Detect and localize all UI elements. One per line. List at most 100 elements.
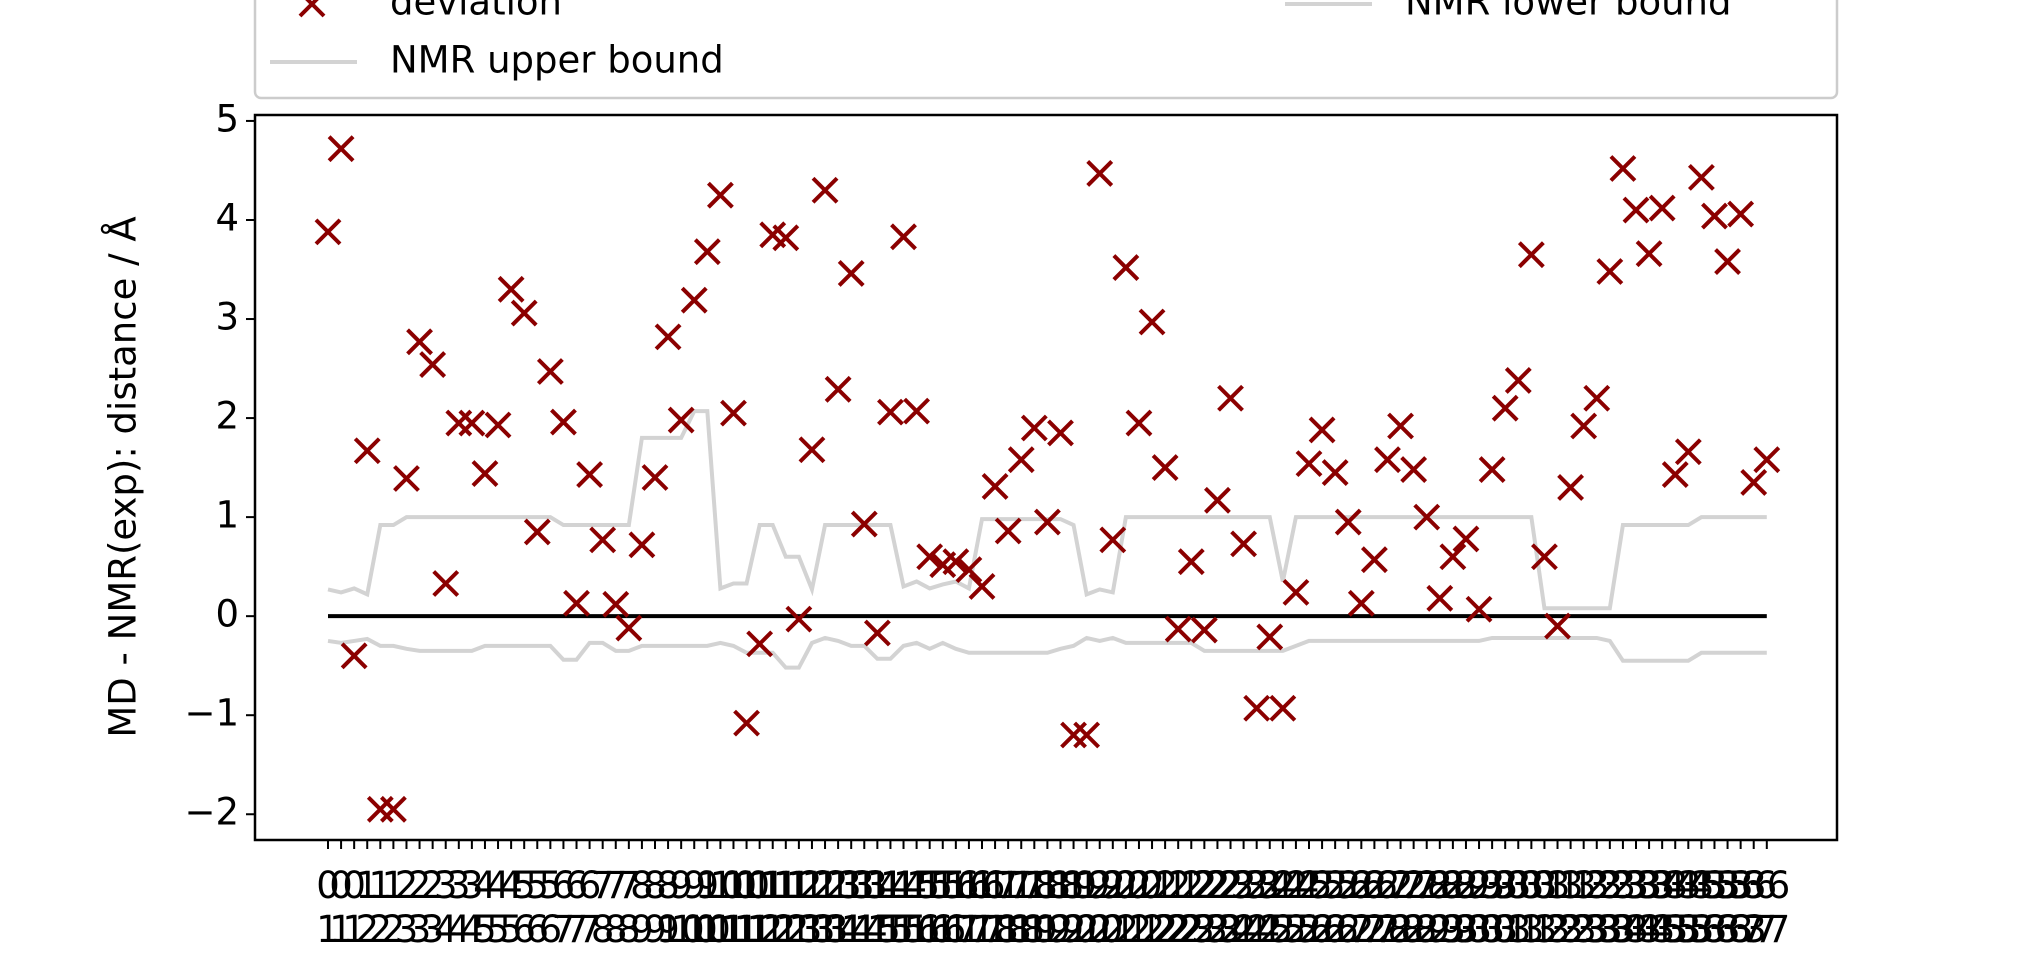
x-tick-label: 27 28 [1377, 864, 1425, 951]
deviation-marker [1753, 446, 1781, 474]
deviation-marker [1033, 508, 1061, 536]
deviation-marker [497, 275, 525, 303]
y-tick-label: 1 [215, 494, 239, 537]
deviation-marker [824, 375, 852, 403]
deviation-marker [850, 510, 878, 538]
deviation-marker [1295, 450, 1323, 478]
y-tick-label: 0 [215, 593, 239, 636]
x-tick-label: 18 19 [1010, 864, 1058, 951]
x-tick-label: 33 34 [1612, 864, 1660, 951]
deviation-marker [1674, 438, 1702, 466]
deviation-marker [680, 286, 708, 314]
deviation-marker [1164, 615, 1192, 643]
deviation-marker [1374, 446, 1401, 474]
x-tick-label: 35 36 [1704, 864, 1752, 951]
legend-marker [298, 0, 326, 18]
deviation-marker [327, 135, 355, 163]
x-tick-label: 32 33 [1560, 864, 1608, 951]
x-tick-label: 4 5 [473, 864, 497, 951]
x-tick-label: 21 22 [1154, 864, 1202, 951]
deviation-marker [733, 709, 760, 737]
deviation-marker [1282, 578, 1310, 606]
x-tick-label: 2 3 [394, 864, 419, 951]
x-tick-label: 23 24 [1220, 864, 1268, 951]
deviation-marker [1073, 721, 1101, 749]
x-tick-label: 10 11 [723, 864, 771, 951]
x-tick-label: 15 16 [919, 864, 967, 951]
x-tick-label: 28 29 [1403, 864, 1451, 951]
x-tick-label: 26 27 [1324, 864, 1372, 951]
x-tick-label: 4 5 [499, 864, 523, 951]
y-tick-label: 5 [215, 97, 239, 140]
x-tick-label: 20 21 [1102, 864, 1150, 951]
x-tick-label: 34 35 [1638, 864, 1686, 951]
x-tick-label: 11 12 [762, 864, 810, 951]
deviation-marker [1596, 258, 1624, 285]
x-tick-label: 14 15 [866, 864, 914, 951]
deviation-marker [1204, 486, 1231, 514]
deviation-marker [484, 411, 512, 439]
deviation-marker [1190, 616, 1218, 644]
deviation-marker [641, 464, 669, 491]
x-tick-label: 31 32 [1520, 864, 1568, 951]
x-tick-label: 32 33 [1586, 864, 1634, 951]
x-tick-label: 26 27 [1337, 864, 1385, 951]
y-axis-label: MD - NMR(exp): distance / Å [101, 216, 145, 737]
deviation-marker [1635, 240, 1663, 268]
x-tick-label: 1 2 [381, 864, 406, 951]
deviation-marker [994, 517, 1022, 545]
deviation-marker [602, 590, 630, 618]
x-tick-label: 3 4 [433, 864, 458, 951]
x-tick-label: 33 34 [1625, 864, 1673, 951]
x-tick-label: 28 29 [1429, 864, 1477, 951]
deviation-marker [916, 543, 944, 571]
deviation-marker [340, 642, 368, 670]
deviation-marker [445, 409, 473, 437]
deviation-marker [968, 573, 996, 600]
deviation-marker [379, 795, 407, 823]
x-tick-label: 19 20 [1050, 864, 1098, 951]
x-tick-label: 35 36 [1690, 864, 1739, 951]
x-tick-label: 33 34 [1599, 864, 1647, 951]
x-tick-label: 7 8 [617, 864, 641, 951]
deviation-marker [1426, 584, 1454, 612]
legend-label: NMR upper bound [390, 39, 724, 82]
deviation-marker [1360, 546, 1388, 574]
x-tick-label: 13 14 [840, 864, 888, 951]
deviation-marker [1714, 248, 1741, 275]
deviation-marker [563, 589, 590, 617]
x-tick-label: 22 23 [1180, 864, 1228, 951]
deviation-marker [1112, 254, 1140, 281]
deviation-marker [1099, 526, 1127, 554]
legend-label: deviation [390, 0, 562, 24]
x-tick-label: 20 21 [1115, 864, 1163, 951]
deviation-marker [1452, 525, 1480, 553]
deviation-marker [863, 619, 891, 647]
deviation-marker [1243, 694, 1271, 722]
x-tick-label: 13 14 [827, 864, 875, 951]
deviation-marker [1740, 469, 1768, 496]
deviation-marker [1217, 384, 1244, 412]
deviation-marker [1570, 412, 1598, 440]
deviation-marker [942, 548, 970, 576]
x-tick-label: 21 22 [1141, 864, 1189, 951]
x-tick-label: 36 37 [1730, 864, 1778, 951]
deviation-marker [1020, 414, 1048, 442]
x-tick-label: 23 24 [1206, 864, 1255, 951]
deviation-marker [1060, 721, 1087, 749]
x-tick-label: 18 19 [1036, 864, 1085, 951]
deviation-marker [458, 409, 486, 437]
deviation-marker [746, 630, 774, 658]
deviation-marker [667, 406, 695, 434]
x-tick-label: 8 9 [643, 864, 667, 951]
legend-box [253, 0, 1839, 100]
deviation-marker [785, 605, 813, 633]
deviation-marker [1177, 548, 1205, 576]
x-tick-label: 14 15 [879, 864, 928, 951]
deviation-marker [811, 176, 839, 204]
plot-frame [253, 113, 1839, 842]
x-tick-label: 24 25 [1259, 864, 1307, 951]
deviation-marker [366, 795, 394, 823]
